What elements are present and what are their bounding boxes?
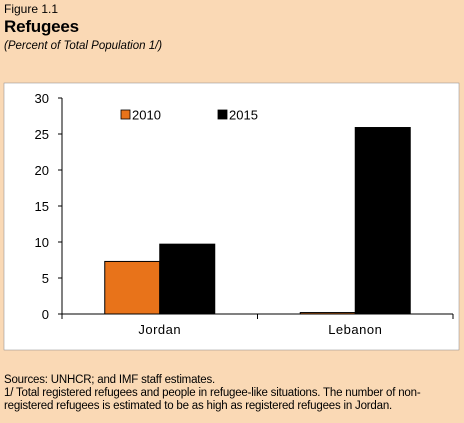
- x-category-label: Lebanon: [328, 322, 382, 337]
- x-category-label: Jordan: [138, 322, 181, 337]
- y-axis: 0 5 10 15 20 25 30: [35, 91, 63, 322]
- bar-2010-lebanon: [299, 312, 356, 315]
- figure-title: Refugees: [4, 17, 79, 36]
- y-tick-label: 10: [35, 235, 49, 250]
- bar-2010-jordan: [104, 260, 161, 315]
- legend: 2010 2015: [120, 108, 258, 123]
- figure-notes: Sources: UNHCR; and IMF staff estimates.…: [4, 374, 462, 413]
- y-tick-label: 0: [42, 307, 49, 322]
- legend-swatch-2010: [120, 109, 131, 120]
- footnote: 1/ Total registered refugees and people …: [4, 387, 421, 412]
- legend-swatch-2015: [217, 109, 228, 120]
- figure-label: Figure 1.1: [4, 2, 59, 16]
- bars: [104, 127, 411, 315]
- legend-label-2015: 2015: [229, 108, 258, 123]
- bar-2015-lebanon: [354, 127, 411, 315]
- bar-2015-jordan: [159, 243, 216, 315]
- legend-label-2010: 2010: [132, 108, 161, 123]
- y-tick-label: 5: [42, 271, 49, 286]
- y-tick-label: 20: [35, 163, 49, 178]
- figure-subtitle: (Percent of Total Population 1/): [4, 40, 163, 52]
- y-tick-label: 15: [35, 199, 49, 214]
- y-tick-label: 25: [35, 127, 49, 142]
- sources-note: Sources: UNHCR; and IMF staff estimates.: [4, 374, 215, 386]
- y-tick-label: 30: [35, 91, 49, 106]
